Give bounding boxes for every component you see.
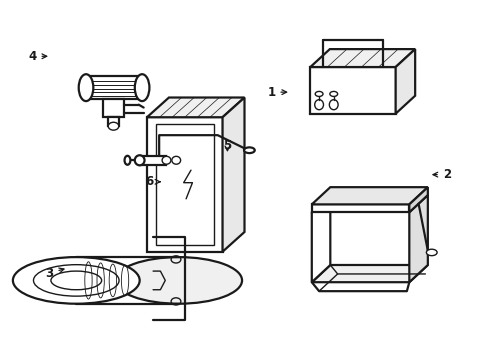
Ellipse shape <box>329 100 337 110</box>
Ellipse shape <box>115 257 242 304</box>
Polygon shape <box>222 98 244 252</box>
Ellipse shape <box>244 147 254 153</box>
Bar <box>107 117 119 126</box>
Polygon shape <box>408 187 427 212</box>
Ellipse shape <box>171 156 180 164</box>
Text: 6: 6 <box>145 175 160 188</box>
Ellipse shape <box>79 74 93 101</box>
Polygon shape <box>311 204 408 212</box>
Polygon shape <box>86 76 142 99</box>
Ellipse shape <box>124 156 130 165</box>
Polygon shape <box>408 195 427 282</box>
Bar <box>156 124 213 245</box>
Text: 4: 4 <box>28 50 47 63</box>
Bar <box>140 156 166 165</box>
Polygon shape <box>310 67 395 114</box>
Ellipse shape <box>108 122 119 130</box>
Ellipse shape <box>315 91 323 96</box>
Ellipse shape <box>13 257 140 304</box>
Polygon shape <box>311 187 427 204</box>
Ellipse shape <box>162 156 170 164</box>
Polygon shape <box>147 98 244 117</box>
Ellipse shape <box>135 74 149 101</box>
Text: 2: 2 <box>432 168 450 181</box>
Text: 3: 3 <box>45 267 64 280</box>
Ellipse shape <box>426 249 436 256</box>
Polygon shape <box>395 49 414 114</box>
Text: 1: 1 <box>267 86 286 99</box>
Ellipse shape <box>135 155 144 165</box>
Polygon shape <box>102 99 124 117</box>
Polygon shape <box>310 49 414 67</box>
Polygon shape <box>311 195 330 282</box>
Polygon shape <box>147 117 222 252</box>
Ellipse shape <box>329 91 337 96</box>
Ellipse shape <box>314 100 323 110</box>
Polygon shape <box>311 265 427 282</box>
Text: 5: 5 <box>223 139 231 152</box>
